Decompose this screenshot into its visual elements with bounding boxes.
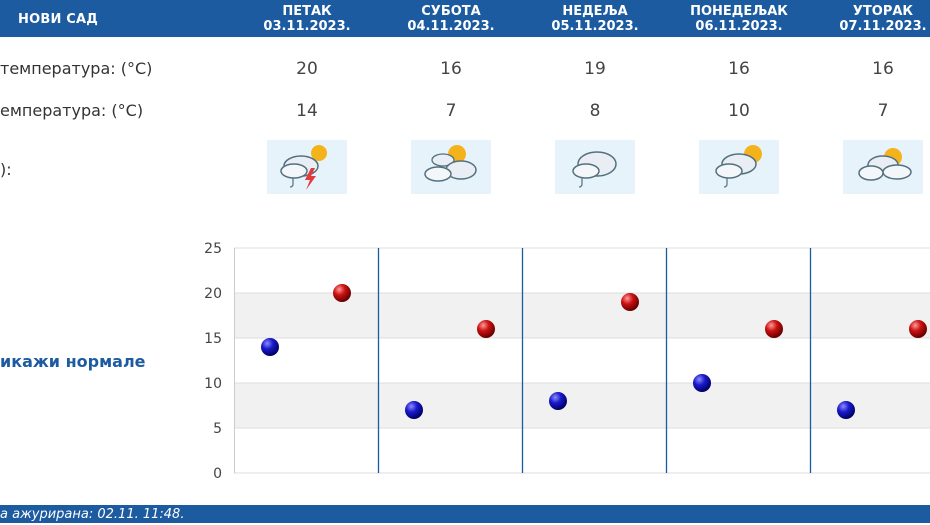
max-temp-value: 20 xyxy=(296,59,318,79)
max-temp-label: температура: (°C) xyxy=(0,59,153,78)
show-normals-link[interactable]: икажи нормале xyxy=(0,352,146,371)
y-tick-label: 10 xyxy=(204,376,222,392)
temperature-chart: 0 5 10 15 20 25 xyxy=(204,241,930,482)
day-date: 06.11.2023. xyxy=(695,19,783,34)
y-tick-label: 5 xyxy=(213,421,222,437)
y-tick-label: 0 xyxy=(213,466,222,482)
min-temp-point xyxy=(261,338,279,356)
day-date: 04.11.2023. xyxy=(407,19,495,34)
min-temp-value: 8 xyxy=(589,101,601,121)
updated-label: а ажурирана: xyxy=(0,507,94,522)
min-temp-point xyxy=(405,401,423,419)
day-name: НЕДЕЉА xyxy=(562,4,628,19)
footer-bar: а ажурирана: 02.11. 11:48. xyxy=(0,505,930,523)
last-updated: а ажурирана: 02.11. 11:48. xyxy=(0,507,184,522)
day-date: 03.11.2023. xyxy=(263,19,351,34)
max-temp-point xyxy=(333,284,351,302)
grid-band xyxy=(234,383,930,428)
max-temp-point xyxy=(765,320,783,338)
y-tick-label: 25 xyxy=(204,241,222,257)
day-header-1: ПЕТАК 03.11.2023. xyxy=(247,4,367,34)
max-temp-point xyxy=(621,293,639,311)
day-name: СУБОТА xyxy=(421,4,481,19)
max-temp-value: 19 xyxy=(584,59,606,79)
max-temp-point xyxy=(477,320,495,338)
day-header-2: СУБОТА 04.11.2023. xyxy=(391,4,511,34)
cloud-sun-icon xyxy=(411,140,491,194)
day-name: УТОРАК xyxy=(852,4,914,19)
y-tick-label: 15 xyxy=(204,331,222,347)
max-temp-point xyxy=(909,320,927,338)
min-temp-label: емпература: (°C) xyxy=(0,101,144,120)
day-date: 05.11.2023. xyxy=(551,19,639,34)
min-temp-point xyxy=(693,374,711,392)
updated-value: 02.11. 11:48. xyxy=(97,507,185,522)
min-temp-value: 7 xyxy=(445,101,457,121)
min-temp-value: 10 xyxy=(728,101,750,121)
min-temp-point xyxy=(837,401,855,419)
cloud-sun-icon xyxy=(843,140,923,194)
day-header-5: УТОРАК 07.11.2023. xyxy=(823,4,930,34)
y-tick-label: 20 xyxy=(204,286,222,302)
forecast-header: НОВИ САД ПЕТАК 03.11.2023. СУБОТА 04.11.… xyxy=(0,0,930,37)
min-temp-value: 7 xyxy=(877,101,889,121)
min-temp-point xyxy=(549,392,567,410)
max-temp-value: 16 xyxy=(440,59,462,79)
cloud-rain-icon xyxy=(555,140,635,194)
day-header-3: НЕДЕЉА 05.11.2023. xyxy=(535,4,655,34)
max-temp-value: 16 xyxy=(728,59,750,79)
grid-band xyxy=(234,293,930,338)
day-name: ПОНЕДЕЉАК xyxy=(690,4,788,19)
city-name: НОВИ САД xyxy=(18,12,99,27)
cloud-sun-rain-lightning-icon xyxy=(267,140,347,194)
day-name: ПЕТАК xyxy=(282,4,332,19)
weather-icon-label: ): xyxy=(0,160,12,179)
cloud-sun-rain-icon xyxy=(699,140,779,194)
day-header-4: ПОНЕДЕЉАК 06.11.2023. xyxy=(679,4,799,34)
min-temp-value: 14 xyxy=(296,101,318,121)
max-temp-value: 16 xyxy=(872,59,894,79)
day-date: 07.11.2023. xyxy=(839,19,927,34)
